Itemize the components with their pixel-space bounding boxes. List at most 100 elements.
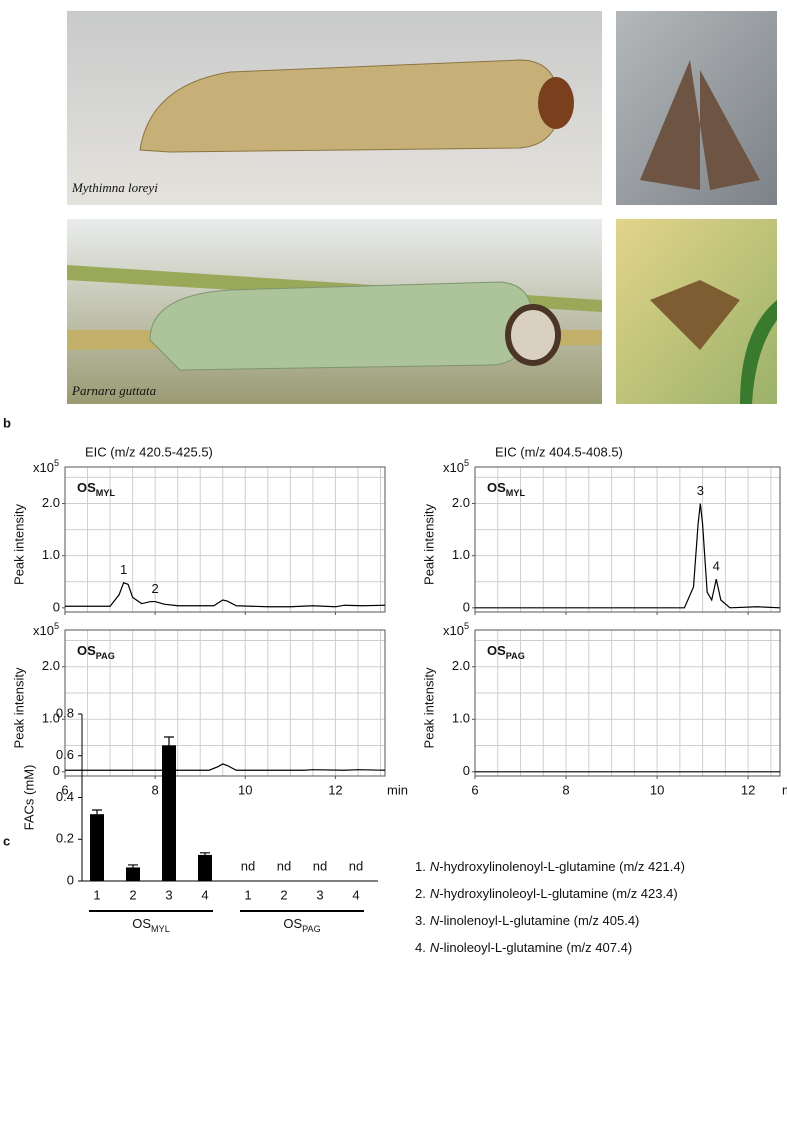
legend-italic: N xyxy=(430,940,440,955)
y-axis-label: Peak intensity xyxy=(421,667,436,748)
bar xyxy=(126,867,140,881)
sample-label-main: OS xyxy=(487,480,506,495)
x-tick-label: 2 xyxy=(129,887,136,902)
peak-label: 2 xyxy=(152,581,159,596)
x-tick-label: 4 xyxy=(201,887,208,902)
x-tick-label: 12 xyxy=(741,782,755,797)
legend-text: -hydroxylinolenoyl-L-glutamine (m/z 421.… xyxy=(439,859,685,874)
y-scale-exponent: 5 xyxy=(464,458,469,468)
y-tick-label: 0 xyxy=(53,599,60,614)
x-tick-label: 4 xyxy=(352,887,359,902)
photo-caption: Parnara guttata xyxy=(71,383,157,398)
x-tick-label: 6 xyxy=(61,782,68,797)
group-label-main: OS xyxy=(132,916,151,931)
sample-label: OSPAG xyxy=(487,643,525,661)
y-axis-label: Peak intensity xyxy=(11,667,26,748)
x-tick-label: 8 xyxy=(152,782,159,797)
y-scale: x105 xyxy=(33,458,59,475)
legend-text: -linolenoyl-L-glutamine (m/z 405.4) xyxy=(439,913,639,928)
error-bar xyxy=(92,809,102,815)
x-tick-label: 10 xyxy=(238,782,252,797)
y-scale: x105 xyxy=(443,621,469,638)
y-scale-base: x10 xyxy=(443,623,464,638)
y-tick-label: 1.0 xyxy=(42,711,60,726)
legend-number: 4. xyxy=(415,940,426,955)
y-tick-label: 0 xyxy=(463,599,470,614)
legend-item: 2. N-hydroxylinoleoyl-L-glutamine (m/z 42… xyxy=(415,886,678,901)
chart-title: EIC (m/z 420.5-425.5) xyxy=(85,444,213,459)
sample-label-sub: MYL xyxy=(506,488,526,498)
sample-label-main: OS xyxy=(487,643,506,658)
y-axis-label: Peak intensity xyxy=(421,504,436,585)
error-bar xyxy=(200,852,210,855)
value-label: nd xyxy=(241,858,255,873)
plot-frame xyxy=(64,629,386,777)
trace xyxy=(65,763,386,771)
sample-label-sub: PAG xyxy=(506,651,525,661)
y-tick-label: 0.6 xyxy=(56,747,74,762)
legend-italic: N xyxy=(430,859,440,874)
legend-italic: N xyxy=(430,913,440,928)
x-tick-label: 6 xyxy=(471,782,478,797)
y-scale-exponent: 5 xyxy=(54,458,59,468)
group-label-main: OS xyxy=(283,916,302,931)
y-scale-base: x10 xyxy=(33,623,54,638)
legend-item: 1. N-hydroxylinolenoyl-L-glutamine (m/z 4… xyxy=(415,859,685,874)
x-tick-label: 2 xyxy=(280,887,287,902)
y-axis-label: Peak intensity xyxy=(11,504,26,585)
x-tick-label: 3 xyxy=(316,887,323,902)
peak-label: 1 xyxy=(120,562,127,577)
bar xyxy=(90,814,104,881)
y-scale-base: x10 xyxy=(33,460,54,475)
y-tick-label: 2.0 xyxy=(42,495,60,510)
plot-frame xyxy=(474,629,781,777)
value-label: nd xyxy=(277,858,291,873)
panel-label: b xyxy=(3,415,11,430)
x-tick-label: 8 xyxy=(562,782,569,797)
legend-item: 3. N-linolenoyl-L-glutamine (m/z 405.4) xyxy=(415,913,639,928)
y-tick-label: 0 xyxy=(53,763,60,778)
bar xyxy=(198,854,212,881)
y-tick-label: 2.0 xyxy=(42,658,60,673)
y-axis-label: FACs (mM) xyxy=(21,765,36,831)
y-tick-label: 0 xyxy=(463,763,470,778)
error-bar xyxy=(164,736,174,746)
sample-label-main: OS xyxy=(77,643,96,658)
sample-label: OSMYL xyxy=(77,480,115,498)
group-label-sub: PAG xyxy=(302,924,321,934)
legend-text: -hydroxylinoleoyl-L-glutamine (m/z 423.4… xyxy=(439,886,677,901)
chart-title: EIC (m/z 404.5-408.5) xyxy=(495,444,623,459)
x-tick-label: 1 xyxy=(244,887,251,902)
y-scale-base: x10 xyxy=(443,460,464,475)
peak-label: 3 xyxy=(697,483,704,498)
photo-caption: Mythimna loreyi xyxy=(71,180,158,195)
sample-label-sub: PAG xyxy=(96,651,115,661)
trace xyxy=(475,503,781,609)
sample-label: OSMYL xyxy=(487,480,525,498)
y-tick-label: 1.0 xyxy=(452,711,470,726)
sample-label: OSPAG xyxy=(77,643,115,661)
legend-number: 1. xyxy=(415,859,426,874)
legend-number: 3. xyxy=(415,913,426,928)
group-label-sub: MYL xyxy=(151,924,170,934)
error-bar xyxy=(128,864,138,868)
peak-label: 4 xyxy=(713,559,720,574)
legend-item: 4. N-linoleoyl-L-glutamine (m/z 407.4) xyxy=(415,940,632,955)
y-tick-label: 0 xyxy=(67,872,74,887)
plot-frame xyxy=(64,466,386,613)
legend-number: 2. xyxy=(415,886,426,901)
y-tick-label: 1.0 xyxy=(42,547,60,562)
y-scale: x105 xyxy=(443,458,469,475)
value-label: nd xyxy=(313,858,327,873)
group-label: OSPAG xyxy=(283,916,320,934)
y-tick-label: 0.4 xyxy=(56,789,74,804)
x-tick-label: 1 xyxy=(93,887,100,902)
sample-label-sub: MYL xyxy=(96,488,116,498)
legend-text: -linoleoyl-L-glutamine (m/z 407.4) xyxy=(439,940,632,955)
y-tick-label: 1.0 xyxy=(452,547,470,562)
x-tick-label: 10 xyxy=(650,782,664,797)
value-label: nd xyxy=(349,858,363,873)
y-scale-exponent: 5 xyxy=(464,621,469,631)
y-tick-label: 0.8 xyxy=(56,705,74,720)
